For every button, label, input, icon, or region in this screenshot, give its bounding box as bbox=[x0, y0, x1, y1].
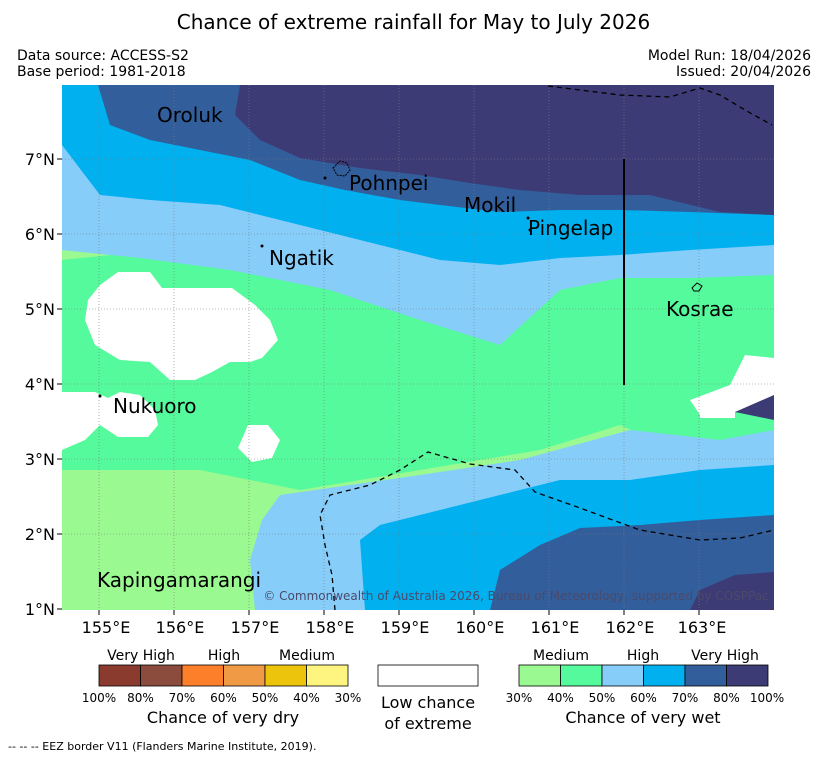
nukuoro-atoll bbox=[98, 394, 102, 398]
lat-label-4n: 4°N bbox=[25, 375, 55, 394]
axis-ticks bbox=[57, 158, 700, 615]
legend-wet-very-high: Very High bbox=[691, 648, 759, 664]
low-chance-1 bbox=[85, 272, 278, 380]
legend-wet-swatch-5 bbox=[726, 664, 769, 687]
probability-shading bbox=[62, 85, 774, 610]
eez-border bbox=[319, 85, 774, 610]
legend-dry-swatch-3 bbox=[223, 664, 266, 687]
label-pingelap: Pingelap bbox=[528, 216, 613, 240]
label-kosrae: Kosrae bbox=[666, 297, 734, 321]
legend-wet-pct-50: 50% bbox=[589, 691, 616, 705]
legend-wet-pct-40: 40% bbox=[547, 691, 574, 705]
lat-label-2n: 2°N bbox=[25, 525, 55, 544]
lat-label-1n: 1°N bbox=[25, 600, 55, 619]
lat-label-3n: 3°N bbox=[25, 450, 55, 469]
legend-dry-very-high: Very High bbox=[107, 648, 175, 664]
legend-wet-pct-70: 70% bbox=[672, 691, 699, 705]
lon-label-159e: 159°E bbox=[381, 618, 430, 637]
shade-80-100 bbox=[235, 85, 774, 215]
legend-wet-label: Chance of very wet bbox=[565, 708, 720, 727]
legend-dry-swatch-4 bbox=[264, 664, 307, 687]
lon-label-158e: 158°E bbox=[306, 618, 355, 637]
legend-wet-swatch-0 bbox=[518, 664, 561, 687]
kosrae-island bbox=[691, 282, 703, 292]
legend-wet-medium: Medium bbox=[533, 648, 589, 664]
lat-label-6n: 6°N bbox=[25, 225, 55, 244]
label-ngatik: Ngatik bbox=[269, 246, 334, 270]
lon-label-162e: 162°E bbox=[606, 618, 655, 637]
low-chance-3 bbox=[238, 425, 280, 462]
legend-dry-pct-50: 50% bbox=[252, 691, 279, 705]
low-chance-2 bbox=[62, 392, 158, 450]
legend-wet-pct-60: 60% bbox=[630, 691, 657, 705]
label-nukuoro: Nukuoro bbox=[113, 394, 197, 418]
data-source: Data source: ACCESS-S2 bbox=[17, 48, 189, 64]
legend-wet: Medium High Very High 30% 40% 50% 60% 70… bbox=[506, 648, 784, 727]
legend-low-line2: of extreme bbox=[384, 714, 471, 733]
islands bbox=[98, 160, 703, 398]
legend-dry-swatches bbox=[98, 664, 349, 687]
legend-dry-swatch-2 bbox=[181, 664, 224, 687]
legend-wet-swatches bbox=[518, 664, 769, 687]
legend-dry-pct-60: 60% bbox=[210, 691, 237, 705]
ngatik-atoll bbox=[260, 244, 264, 248]
copyright-notice: © Commonwealth of Australia 2026, Bureau… bbox=[263, 589, 768, 603]
lon-label-156e: 156°E bbox=[156, 618, 205, 637]
legend-wet-swatch-1 bbox=[560, 664, 603, 687]
lon-label-155e: 155°E bbox=[82, 618, 131, 637]
issued-date: Issued: 20/04/2026 bbox=[676, 64, 811, 80]
legend-dry-swatch-0 bbox=[98, 664, 141, 687]
lon-label-163e: 163°E bbox=[678, 618, 727, 637]
pingelap-atoll bbox=[528, 228, 532, 232]
lat-label-7n: 7°N bbox=[25, 150, 55, 169]
oroluk-atoll bbox=[323, 176, 327, 180]
pohnpei-island bbox=[332, 160, 351, 177]
lon-label-160e: 160°E bbox=[456, 618, 505, 637]
eez-footnote: -- -- -- EEZ border V11 (Flanders Marine… bbox=[8, 740, 317, 753]
legend-wet-swatch-3 bbox=[643, 664, 686, 687]
shade-70-80-south bbox=[490, 515, 774, 610]
legend-low-swatch bbox=[377, 664, 479, 687]
legend-dry-label: Chance of very dry bbox=[147, 708, 299, 727]
legend-wet-swatch-4 bbox=[684, 664, 727, 687]
legend-low-line1: Low chance bbox=[381, 693, 475, 712]
label-kapingamarangi: Kapingamarangi bbox=[97, 568, 261, 592]
mokil-atoll bbox=[526, 216, 530, 220]
legend-dry-pct-40: 40% bbox=[293, 691, 320, 705]
lon-label-161e: 161°E bbox=[531, 618, 580, 637]
legend-wet-swatch-2 bbox=[601, 664, 644, 687]
legend-low: Low chance of extreme bbox=[377, 664, 479, 733]
legend-dry-swatch-1 bbox=[140, 664, 183, 687]
legend-wet-pct-30: 30% bbox=[506, 691, 533, 705]
legend-wet-high: High bbox=[627, 648, 659, 664]
legend-dry-swatch-5 bbox=[306, 664, 349, 687]
legend-dry-pct-30: 30% bbox=[335, 691, 362, 705]
legend-dry-medium: Medium bbox=[279, 648, 335, 664]
legend-dry-pct-80: 80% bbox=[127, 691, 154, 705]
model-run: Model Run: 18/04/2026 bbox=[647, 48, 811, 64]
legend-dry-high: High bbox=[208, 648, 240, 664]
legend-dry: Very High High Medium 100% 80% 70% 60% 5… bbox=[82, 648, 361, 727]
label-pohnpei: Pohnpei bbox=[349, 171, 429, 195]
label-oroluk: Oroluk bbox=[157, 103, 223, 127]
legend-dry-pct-100: 100% bbox=[82, 691, 116, 705]
low-chance-5 bbox=[700, 398, 735, 418]
map-title: Chance of extreme rainfall for May to Ju… bbox=[176, 10, 651, 34]
legend-dry-pct-70: 70% bbox=[169, 691, 196, 705]
shade-80-100-se bbox=[690, 572, 774, 610]
lon-label-157e: 157°E bbox=[231, 618, 280, 637]
lat-label-5n: 5°N bbox=[25, 300, 55, 319]
base-period: Base period: 1981-2018 bbox=[17, 64, 186, 80]
legend-wet-pct-80: 80% bbox=[713, 691, 740, 705]
label-mokil: Mokil bbox=[464, 193, 516, 217]
legend-wet-pct-100: 100% bbox=[750, 691, 784, 705]
